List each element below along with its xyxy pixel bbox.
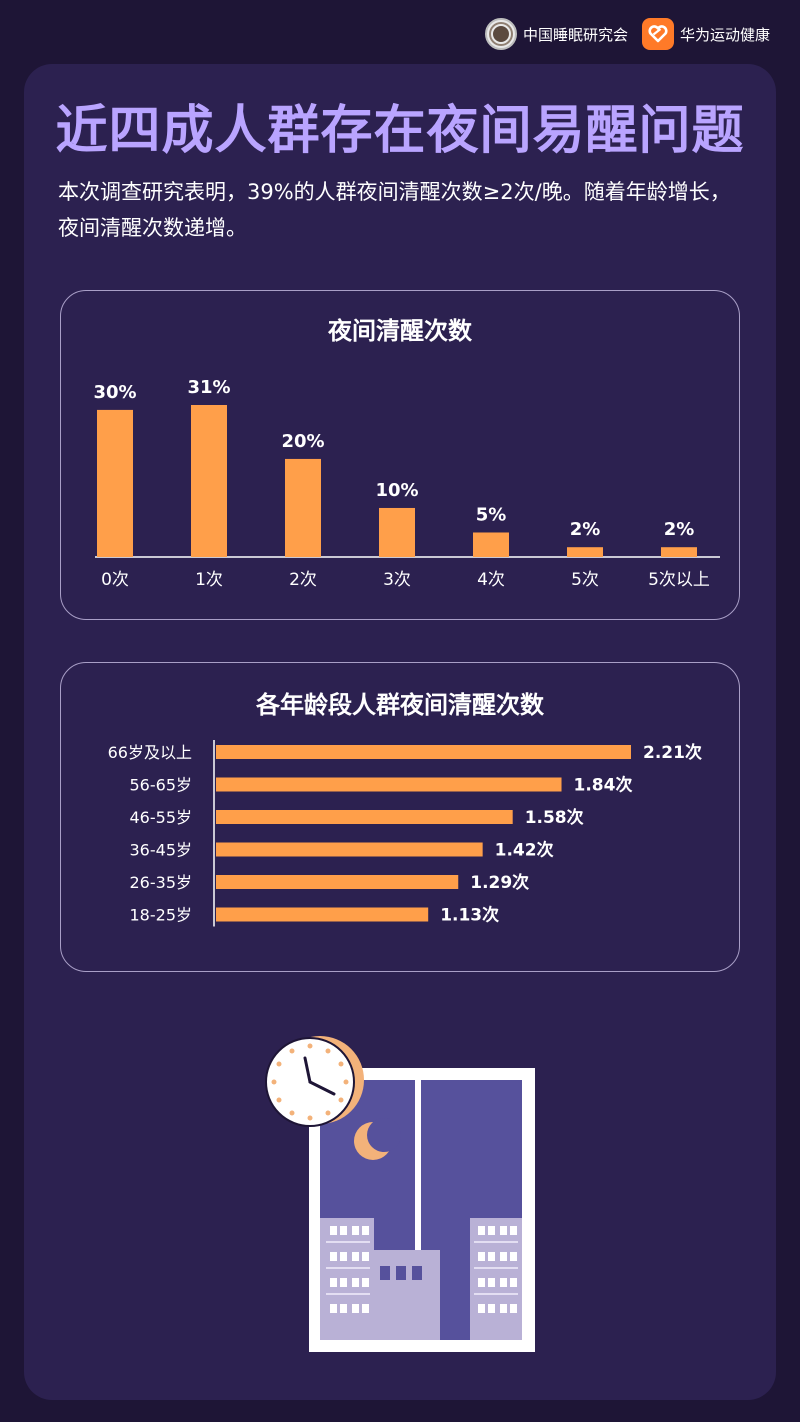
bar — [378, 507, 415, 557]
data-label: 20% — [281, 430, 324, 451]
chart-title: 各年龄段人群夜间清醒次数 — [256, 691, 544, 719]
bar — [215, 907, 428, 921]
data-label: 2.21次 — [643, 742, 702, 763]
data-label: 2% — [569, 519, 600, 540]
tick-label: 3次 — [383, 570, 411, 590]
chart-title: 夜间清醒次数 — [328, 317, 472, 345]
header-logos: 中国睡眠研究会 华为运动健康 — [484, 14, 770, 54]
data-label: 2% — [663, 519, 694, 540]
seal-icon — [484, 18, 517, 50]
page-title: 近四成人群存在夜间易醒问题 — [55, 101, 745, 161]
brand-name: 华为运动健康 — [679, 25, 770, 44]
age-group-panel: 各年龄段人群夜间清醒次数 66岁及以上 2.21次 56-65岁 1.84次 46-55… — [60, 662, 740, 972]
tick-label: 1次 — [195, 570, 223, 590]
bar — [96, 409, 133, 557]
data-label: 10% — [375, 479, 418, 500]
tick-label: 5次以上 — [648, 570, 710, 590]
wake-count-panel: 夜间清醒次数 30% 0次 31% 1次 20% 2次 10% 3次 5% 4次 2% 5次 2% 5次以… — [60, 290, 740, 620]
bar — [215, 809, 513, 824]
data-label: 1.58次 — [524, 807, 583, 828]
bar — [215, 777, 562, 791]
data-label: 1.84次 — [573, 774, 632, 795]
age-group-chart: 66岁及以上 2.21次 56-65岁 1.84次 46-55岁 1.58次 36-45岁 1… — [107, 739, 702, 926]
bar — [215, 874, 458, 889]
tick-label: 5次 — [571, 570, 599, 590]
page-subtitle: 本次调查研究表明，39%的人群夜间清醒次数≥2次/晚。随着年龄增长，夜间清醒次数… — [58, 180, 731, 240]
data-label: 1.42次 — [494, 839, 553, 860]
bar — [660, 546, 697, 557]
bar — [215, 842, 483, 856]
data-label: 31% — [187, 377, 230, 398]
bar — [566, 546, 603, 557]
tick-label: 66岁及以上 — [107, 743, 191, 762]
tick-label: 18-25岁 — [129, 905, 192, 924]
tick-label: 4次 — [477, 570, 505, 590]
tick-label: 56-65岁 — [129, 775, 192, 794]
tick-label: 26-35岁 — [129, 873, 192, 892]
bar — [190, 404, 227, 557]
bar — [284, 458, 321, 557]
data-label: 1.29次 — [470, 872, 529, 893]
tick-label: 2次 — [289, 570, 317, 590]
brand-logo: 华为运动健康 — [641, 18, 770, 50]
tick-label: 36-45岁 — [129, 840, 192, 859]
bar — [215, 744, 631, 759]
tick-label: 0次 — [101, 570, 129, 590]
data-label: 30% — [93, 381, 136, 402]
data-label: 5% — [475, 504, 506, 525]
org-logo: 中国睡眠研究会 — [484, 18, 628, 50]
heart-icon — [641, 18, 674, 50]
wake-count-chart: 30% 0次 31% 1次 20% 2次 10% 3次 5% 4次 2% 5次 2% 5次以上 — [93, 377, 720, 590]
data-label: 1.13次 — [440, 904, 499, 925]
tick-label: 46-55岁 — [129, 808, 192, 827]
bar — [472, 531, 509, 557]
org-name: 中国睡眠研究会 — [522, 25, 628, 44]
